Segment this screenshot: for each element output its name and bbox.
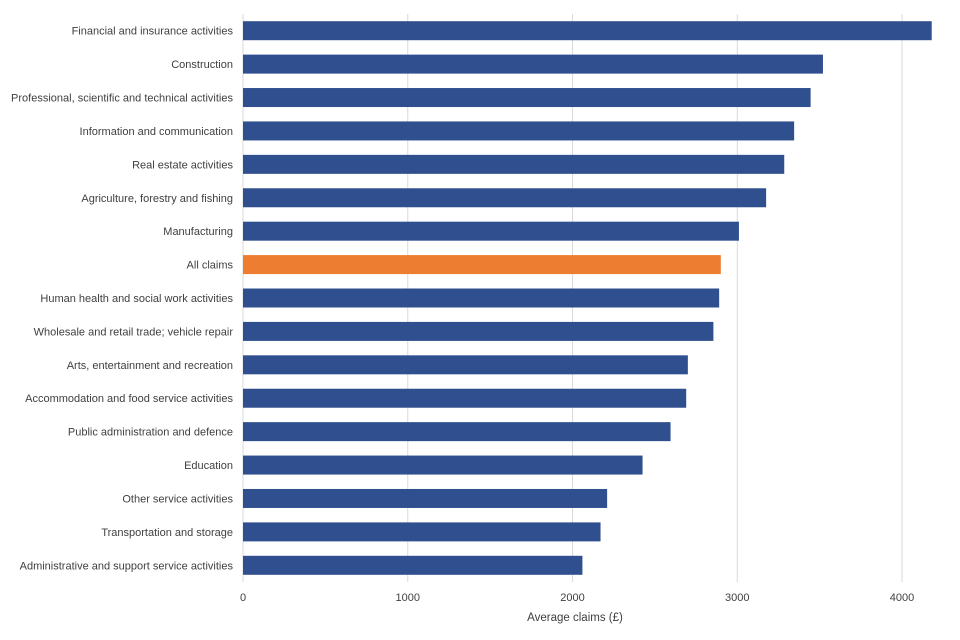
bar bbox=[243, 355, 688, 375]
category-label: Real estate activities bbox=[132, 159, 233, 171]
category-label: Wholesale and retail trade; vehicle repa… bbox=[34, 326, 234, 338]
bar bbox=[243, 555, 583, 575]
category-label: Professional, scientific and technical a… bbox=[11, 93, 233, 105]
bar-highlight bbox=[243, 255, 721, 275]
category-label: Manufacturing bbox=[163, 226, 233, 238]
bar bbox=[243, 522, 601, 542]
x-tick-label: 0 bbox=[240, 592, 246, 604]
category-label: Agriculture, forestry and fishing bbox=[81, 193, 233, 205]
bar bbox=[243, 21, 932, 41]
category-labels: Financial and insurance activities Constr… bbox=[11, 26, 233, 573]
x-tick-label: 2000 bbox=[560, 592, 584, 604]
bar bbox=[243, 54, 823, 74]
bar bbox=[243, 121, 795, 141]
bar bbox=[243, 88, 811, 108]
category-label: Arts, entertainment and recreation bbox=[67, 360, 233, 372]
x-axis-title: Average claims (£) bbox=[527, 612, 623, 624]
bar bbox=[243, 455, 643, 475]
category-label: Information and communication bbox=[80, 126, 233, 138]
bar bbox=[243, 188, 767, 208]
x-axis-ticks: 0 1000 2000 3000 4000 bbox=[240, 592, 914, 604]
category-label: Accommodation and food service activitie… bbox=[25, 393, 233, 405]
bar bbox=[243, 422, 671, 442]
bar bbox=[243, 388, 687, 408]
category-label: Transportation and storage bbox=[101, 527, 233, 539]
bar bbox=[243, 154, 785, 174]
category-label: Financial and insurance activities bbox=[72, 26, 234, 38]
bar bbox=[243, 488, 608, 508]
bar bbox=[243, 288, 720, 308]
x-tick-label: 4000 bbox=[890, 592, 914, 604]
category-label: Public administration and defence bbox=[68, 427, 233, 439]
bar bbox=[243, 221, 739, 241]
bars bbox=[243, 21, 932, 575]
category-label: Human health and social work activities bbox=[40, 293, 233, 305]
category-label: Construction bbox=[171, 59, 233, 71]
x-tick-label: 3000 bbox=[725, 592, 749, 604]
x-tick-label: 1000 bbox=[396, 592, 420, 604]
category-label: Administrative and support service activ… bbox=[20, 560, 234, 572]
category-label: Education bbox=[184, 460, 233, 472]
category-label: Other service activities bbox=[122, 493, 233, 505]
category-label: All claims bbox=[187, 260, 234, 272]
bar bbox=[243, 321, 714, 341]
